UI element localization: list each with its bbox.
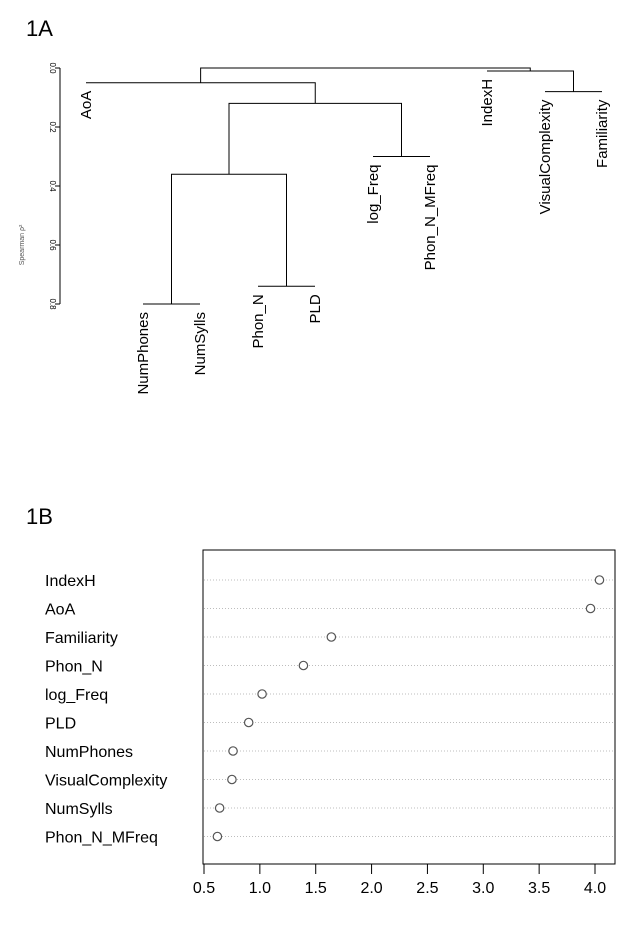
dotchart-category-labels: IndexH AoA Familiarity Phon_N log_Freq PLD Num… xyxy=(45,573,167,847)
dendrogram-link-root xyxy=(200,67,531,83)
dendrogram-leaf-label: AoA xyxy=(78,91,95,119)
dotchart-category-label: AoA xyxy=(45,602,76,619)
dendrogram-y-tick-label: 0.8 xyxy=(48,298,57,310)
dotchart-x-tick-label: 1.0 xyxy=(249,880,271,897)
dotchart-point xyxy=(214,803,225,813)
dotchart-grid-lines xyxy=(204,579,614,837)
dotchart-x-tick-label: 2.5 xyxy=(416,880,438,897)
dendrogram-leaf-label: PLD xyxy=(307,294,324,323)
dotchart-x-axis: 0.5 1.0 1.5 2.0 2.5 3.0 3.5 4.0 xyxy=(193,863,615,897)
dendrogram-leaf-label: VisualComplexity xyxy=(537,99,554,214)
dendrogram-y-ticks: 0.0 0.2 0.4 0.6 0.8 xyxy=(48,62,60,310)
dotchart-category-label: NumPhones xyxy=(45,744,133,761)
dotchart-x-tick-label: 1.5 xyxy=(305,880,327,897)
dotchart-category-label: IndexH xyxy=(45,573,96,590)
dotchart-point xyxy=(243,717,254,728)
dotchart-x-tick-label: 0.5 xyxy=(193,880,215,897)
dendrogram-leaf-label: NumPhones xyxy=(135,312,152,395)
dotchart-point xyxy=(212,831,223,842)
dendrogram-leaf-label: IndexH xyxy=(479,79,496,127)
dotchart-x-tick-label: 4.0 xyxy=(584,880,606,897)
dotchart-point xyxy=(228,746,238,756)
dendrogram-link-aoa-cluster xyxy=(86,82,316,104)
dotchart-category-label: PLD xyxy=(45,716,76,733)
dotchart-category-label: log_Freq xyxy=(45,687,108,704)
dendrogram-y-tick-label: 0.4 xyxy=(48,180,57,192)
panel-label-1a: 1A xyxy=(26,16,53,41)
dotchart-point xyxy=(257,689,267,699)
dendrogram-link-cluster-phonological xyxy=(171,173,287,304)
dotchart-points xyxy=(212,575,605,842)
dendrogram-link-indexh-cluster xyxy=(487,70,574,92)
dendrogram-y-axis-title: Spearman ρ² xyxy=(19,224,26,265)
dendrogram-y-tick-label: 0.6 xyxy=(48,239,57,251)
dendrogram-y-tick-label: 0.0 xyxy=(48,62,57,74)
dendrogram-leaf-labels: AoA NumPhones NumSylls Phon_N PLD log_Freq Pho… xyxy=(78,79,611,395)
dotchart-point xyxy=(594,575,605,585)
dotchart-plot-frame xyxy=(202,549,616,865)
dendrogram-leaf-label: Phon_N xyxy=(250,294,267,348)
dendrogram-tree xyxy=(86,67,602,305)
dendrogram-leaf-label: Phon_N_MFreq xyxy=(422,165,439,271)
dendrogram-leaf-label: log_Freq xyxy=(365,165,382,224)
dotchart-category-label: Familiarity xyxy=(45,630,118,647)
dotchart-point xyxy=(227,774,237,785)
dotchart-category-label: Phon_N_MFreq xyxy=(45,830,158,847)
panel-label-1b: 1B xyxy=(26,504,53,529)
dendrogram-leaf-label: NumSylls xyxy=(192,312,209,375)
dotchart-category-label: VisualComplexity xyxy=(45,773,167,790)
dendrogram-leaf-label: Familiarity xyxy=(594,99,611,168)
dendrogram-y-tick-label: 0.2 xyxy=(48,121,57,133)
dendrogram-y-axis: 0.0 0.2 0.4 0.6 0.8 Spearman ρ² xyxy=(19,62,61,310)
dotchart-x-tick-label: 3.0 xyxy=(472,880,494,897)
dendrogram-link-cluster-lexical xyxy=(228,102,402,175)
dotchart-x-tick-label: 2.0 xyxy=(360,880,382,897)
dotchart-point xyxy=(298,660,309,671)
dotchart-category-label: Phon_N xyxy=(45,659,103,676)
dotchart-x-tick-label: 3.5 xyxy=(528,880,550,897)
dotchart-point xyxy=(585,603,596,614)
dotchart-category-label: NumSylls xyxy=(45,801,113,818)
dotchart-point xyxy=(326,632,337,642)
